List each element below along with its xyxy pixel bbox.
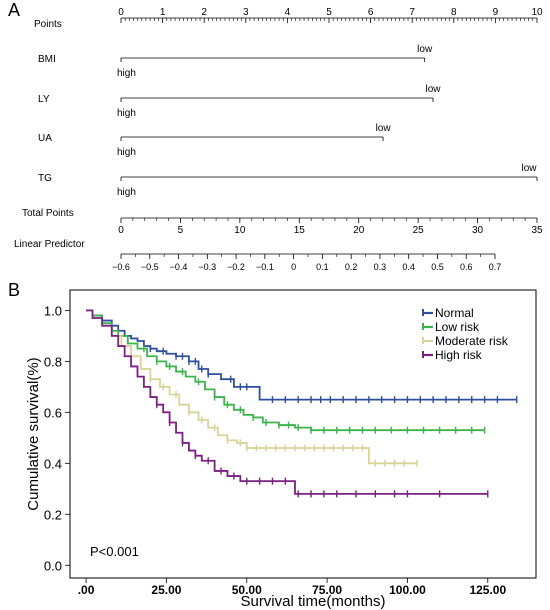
linear-predictor-axis-tick-label: 0.1 bbox=[316, 262, 329, 272]
total-points-axis-tick-label: 10 bbox=[234, 225, 246, 236]
total-points-axis-tick-label: 25 bbox=[413, 225, 425, 236]
variable-low-label: low bbox=[521, 163, 537, 174]
variable-low-label: low bbox=[376, 123, 392, 134]
points-axis-tick-label: 0 bbox=[118, 7, 124, 18]
points-axis-tick-label: 7 bbox=[409, 7, 415, 18]
points-axis-tick-label: 9 bbox=[493, 7, 499, 18]
series-line-moderate-risk bbox=[86, 309, 418, 465]
nomogram-panel: A Points 0 1 2 3 4 5 6 7 8 9 10 BMI high low LY high low U… bbox=[8, 0, 543, 272]
total-points-axis-tick-label: 20 bbox=[353, 225, 365, 236]
linear-predictor-axis-tick-label: 0.4 bbox=[402, 262, 415, 272]
linear-predictor-axis-label: Linear Predictor bbox=[14, 239, 85, 250]
x-axis-tick-label: .00 bbox=[78, 583, 95, 597]
variable-low-label: low bbox=[425, 84, 441, 95]
y-axis-tick-label: 1.0 bbox=[44, 303, 62, 318]
points-axis-tick-label: 6 bbox=[368, 7, 374, 18]
points-axis-label: Points bbox=[34, 19, 62, 30]
variable-low-label: low bbox=[417, 44, 433, 55]
linear-predictor-axis-tick-label: −0.5 bbox=[141, 262, 159, 272]
legend-label-high-risk: High risk bbox=[435, 348, 483, 362]
linear-predictor-axis-tick-label: −0.6 bbox=[112, 262, 130, 272]
points-axis-tick-label: 4 bbox=[285, 7, 291, 18]
total-points-axis-tick-label: 15 bbox=[294, 225, 306, 236]
y-axis-tick-label: 0.2 bbox=[44, 507, 62, 522]
survival-panel: B 0.0 0.2 0.4 0.6 0.8 1.0 .00 25.00 50.00 75.00 10… bbox=[8, 280, 537, 610]
series-line-low-risk bbox=[86, 309, 485, 432]
variable-label-ua: UA bbox=[38, 133, 52, 144]
points-axis-tick-label: 1 bbox=[160, 7, 166, 18]
x-axis-tick-label: 125.00 bbox=[469, 583, 506, 597]
points-axis-tick-label: 10 bbox=[531, 7, 543, 18]
linear-predictor-axis-tick-label: 0 bbox=[291, 262, 296, 272]
points-axis-tick-label: 5 bbox=[326, 7, 332, 18]
points-axis-tick-label: 3 bbox=[243, 7, 249, 18]
linear-predictor-axis-tick-label: −0.1 bbox=[256, 262, 274, 272]
legend-label-low-risk: Low risk bbox=[435, 320, 480, 334]
linear-predictor-axis-tick-label: 0.3 bbox=[374, 262, 387, 272]
linear-predictor-axis-tick-label: 0.5 bbox=[431, 262, 444, 272]
linear-predictor-axis-tick-label: −0.4 bbox=[170, 262, 188, 272]
series-line-high-risk bbox=[86, 309, 488, 495]
variable-high-label: high bbox=[117, 68, 136, 79]
x-axis-label: Survival time(months) bbox=[240, 593, 385, 610]
y-axis-tick-label: 0.8 bbox=[44, 354, 62, 369]
x-axis-tick-label: 100.00 bbox=[389, 583, 426, 597]
total-points-axis-tick-label: 30 bbox=[472, 225, 484, 236]
points-axis-tick-label: 8 bbox=[451, 7, 457, 18]
x-axis-tick-label: 25.00 bbox=[151, 583, 181, 597]
variable-label-tg: TG bbox=[38, 173, 52, 184]
variable-high-label: high bbox=[117, 147, 136, 158]
x-axis-tick-label: 75.00 bbox=[312, 583, 342, 597]
legend-label-moderate-risk: Moderate risk bbox=[435, 334, 509, 348]
legend-label-normal: Normal bbox=[435, 306, 474, 320]
y-axis-label: Cumulative survival(%) bbox=[25, 357, 42, 510]
panel-a-label: A bbox=[8, 0, 20, 20]
total-points-axis-tick-label: 5 bbox=[178, 225, 184, 236]
panel-b-label: B bbox=[8, 280, 20, 300]
variable-label-ly: LY bbox=[38, 94, 50, 105]
series-line-normal bbox=[86, 309, 517, 401]
variable-label-bmi: BMI bbox=[38, 54, 56, 65]
linear-predictor-axis-tick-label: 0.2 bbox=[345, 262, 358, 272]
variable-high-label: high bbox=[117, 187, 136, 198]
linear-predictor-axis-tick-label: −0.2 bbox=[227, 262, 245, 272]
plot-frame bbox=[69, 289, 537, 579]
linear-predictor-axis-tick-label: 0.7 bbox=[489, 262, 502, 272]
points-axis-tick-label: 2 bbox=[201, 7, 207, 18]
variable-high-label: high bbox=[117, 108, 136, 119]
p-value-annotation: P<0.001 bbox=[90, 544, 139, 559]
linear-predictor-axis-tick-label: −0.3 bbox=[198, 262, 216, 272]
linear-predictor-axis-tick-label: 0.6 bbox=[460, 262, 473, 272]
total-points-axis-tick-label: 35 bbox=[531, 225, 543, 236]
y-axis-tick-label: 0.6 bbox=[44, 405, 62, 420]
y-axis-tick-label: 0.0 bbox=[44, 558, 62, 573]
y-axis-tick-label: 0.4 bbox=[44, 456, 62, 471]
total-points-axis-label: Total Points bbox=[22, 208, 74, 219]
total-points-axis-tick-label: 0 bbox=[118, 225, 124, 236]
x-axis-tick-label: 50.00 bbox=[232, 583, 262, 597]
